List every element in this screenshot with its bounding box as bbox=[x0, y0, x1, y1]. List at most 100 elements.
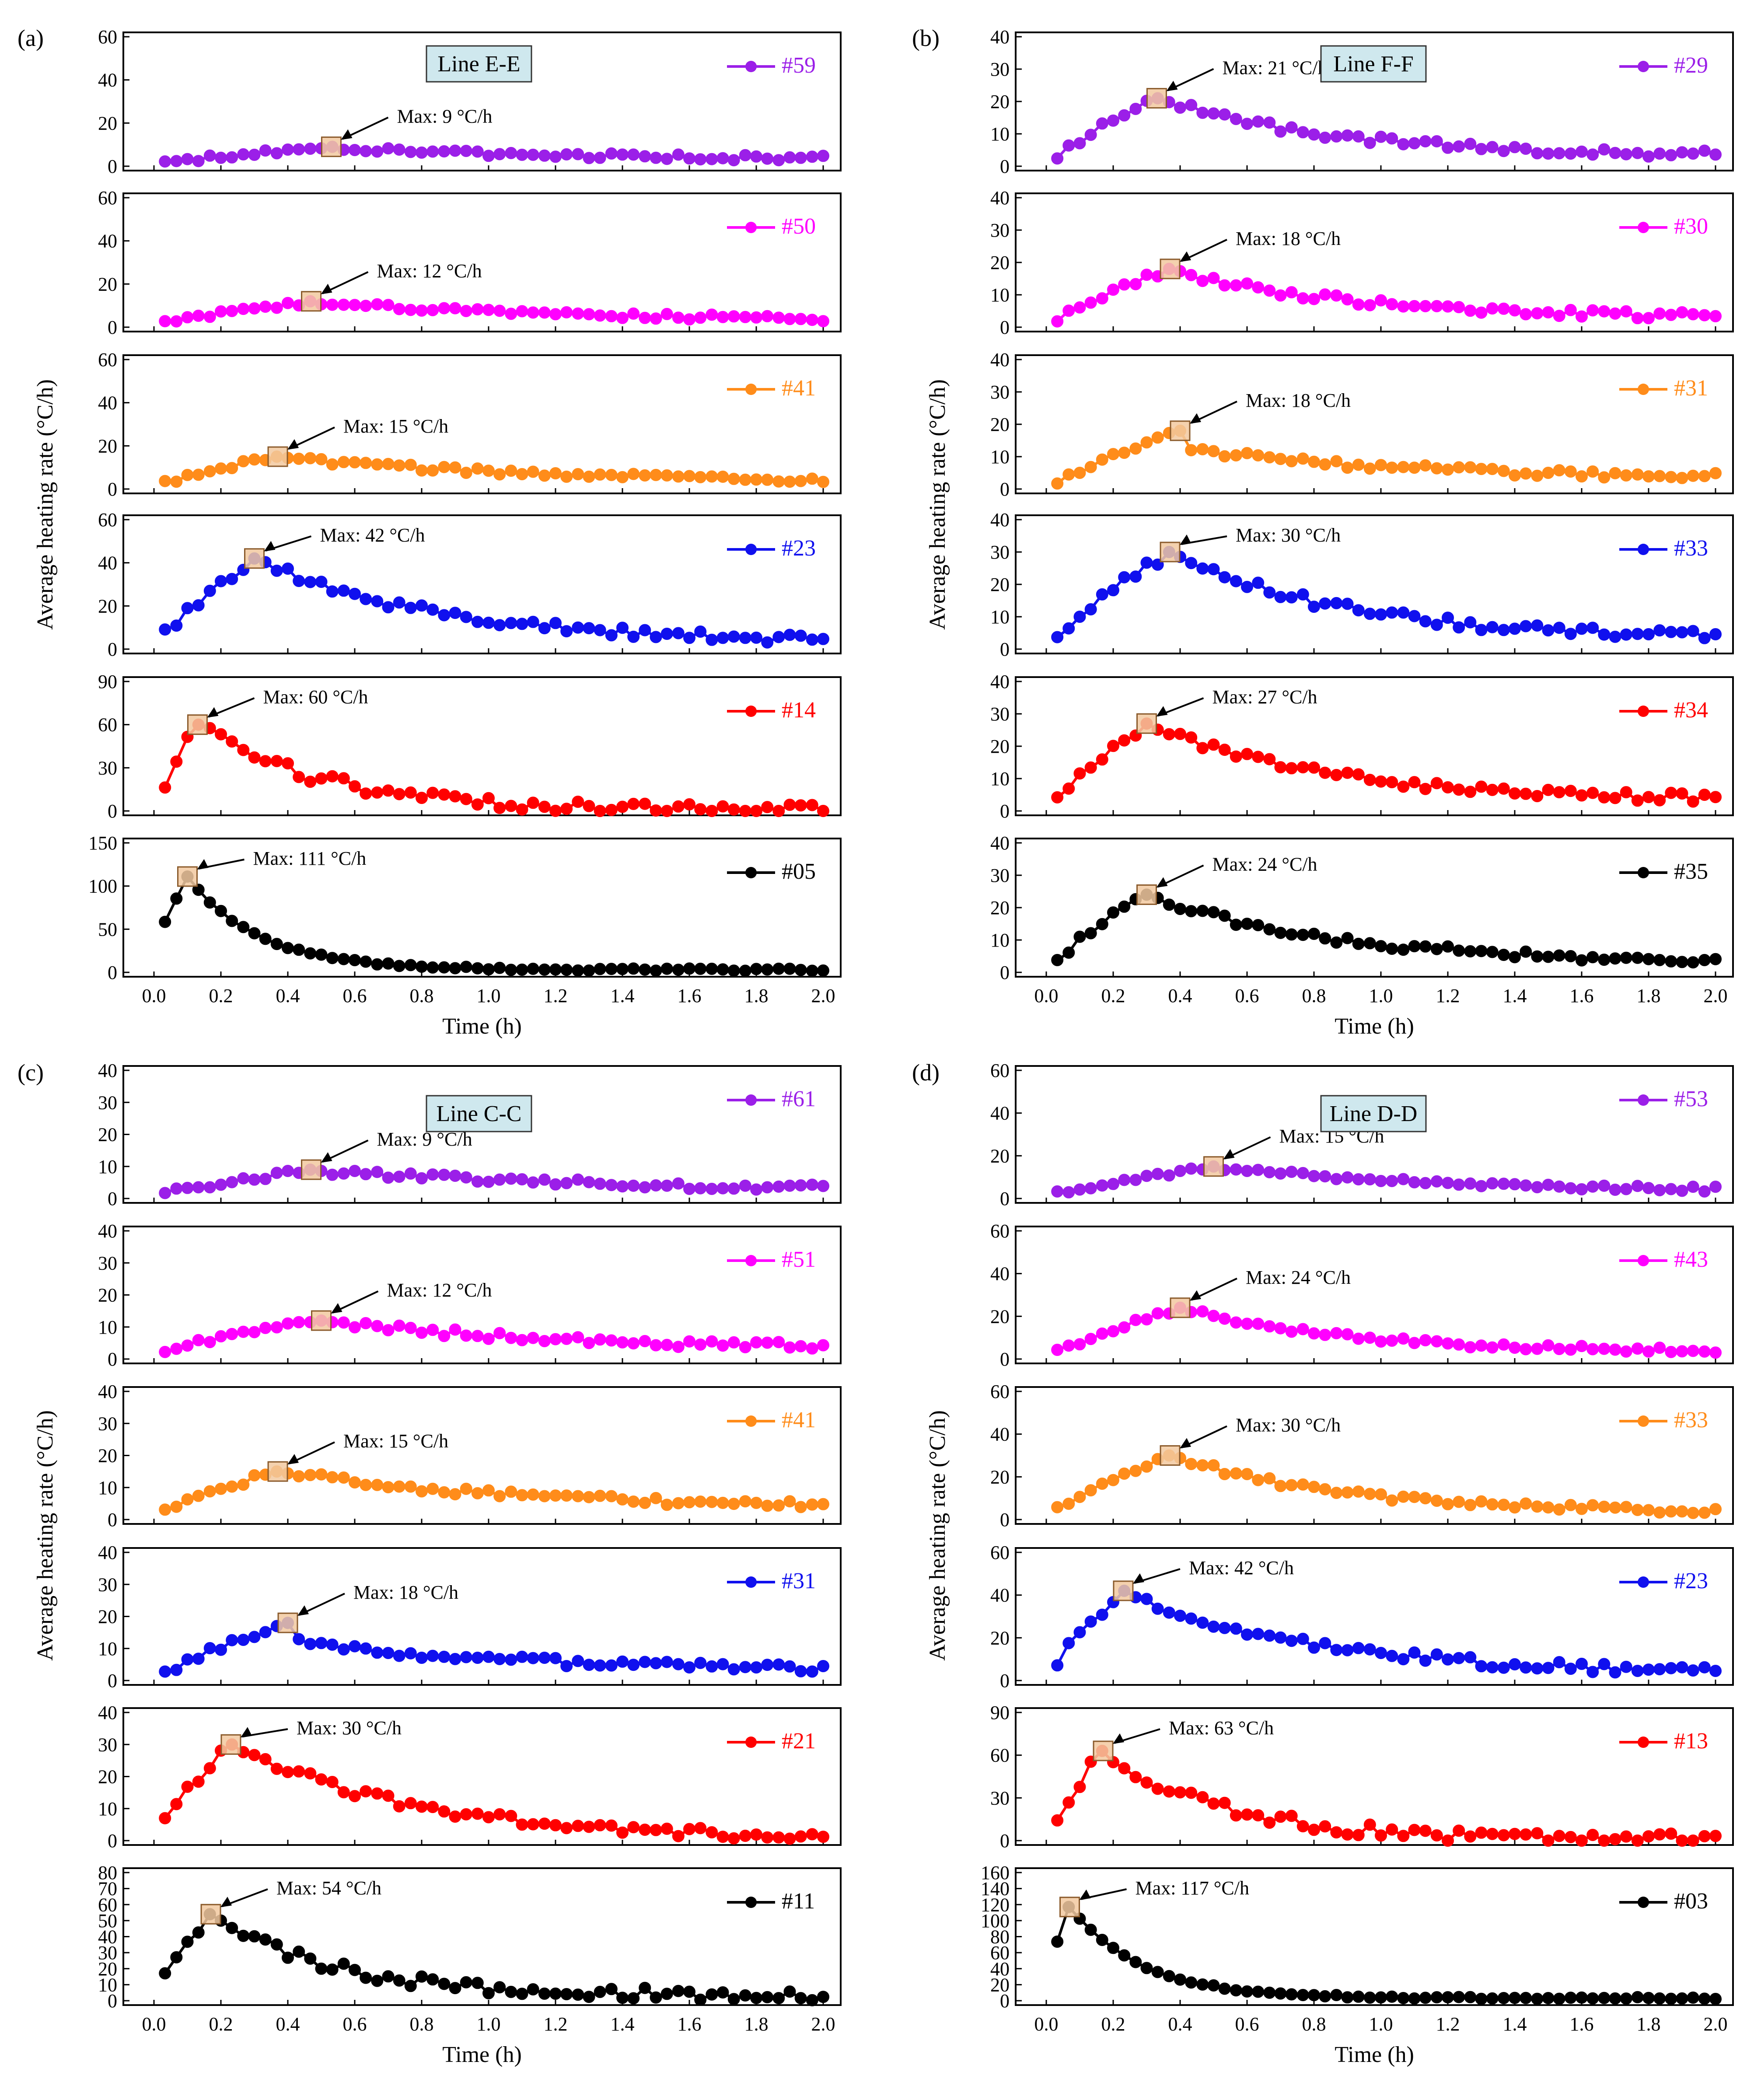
data-point bbox=[393, 596, 405, 609]
y-tick-label: 40 bbox=[98, 70, 117, 91]
data-point bbox=[1274, 1480, 1287, 1492]
legend-marker bbox=[745, 1255, 757, 1266]
data-point bbox=[1352, 1642, 1365, 1654]
data-point bbox=[538, 1490, 551, 1502]
data-point bbox=[493, 1808, 506, 1820]
data-point bbox=[1308, 1824, 1320, 1836]
max-arrow-head bbox=[331, 1303, 342, 1314]
data-point bbox=[1352, 1173, 1365, 1186]
data-point bbox=[1453, 1496, 1465, 1508]
data-point bbox=[1084, 1615, 1097, 1628]
max-arrow-head bbox=[197, 859, 209, 870]
data-point bbox=[1509, 469, 1521, 482]
data-point bbox=[1698, 632, 1711, 644]
data-point bbox=[1308, 1989, 1320, 2002]
data-point bbox=[505, 800, 517, 812]
data-point bbox=[750, 1336, 762, 1349]
y-tick-label: 40 bbox=[98, 231, 117, 252]
data-point bbox=[371, 1646, 384, 1659]
data-point bbox=[293, 575, 305, 587]
max-marker-box bbox=[1160, 259, 1181, 280]
data-point bbox=[270, 564, 283, 577]
x-axis-label: Time (h) bbox=[442, 1014, 522, 1039]
data-point bbox=[1709, 791, 1722, 804]
y-tick-label: 20 bbox=[98, 273, 117, 295]
legend-marker bbox=[745, 1576, 757, 1588]
y-tick-label: 60 bbox=[98, 26, 117, 48]
data-point bbox=[1084, 129, 1097, 141]
data-point bbox=[349, 780, 361, 793]
axes-frame bbox=[1015, 1386, 1734, 1525]
data-point bbox=[761, 963, 774, 976]
data-point bbox=[1151, 1782, 1164, 1795]
data-point bbox=[1475, 463, 1488, 475]
data-point bbox=[471, 1652, 484, 1664]
data-point bbox=[1363, 1488, 1376, 1500]
y-tick-label: 60 bbox=[990, 1220, 1010, 1242]
data-point bbox=[817, 315, 829, 328]
x-tick-label: 1.0 bbox=[1369, 985, 1393, 1006]
data-point bbox=[382, 1789, 395, 1802]
data-point bbox=[627, 962, 640, 975]
data-point bbox=[1296, 588, 1309, 601]
y-tick-label: 80 bbox=[990, 1926, 1010, 1948]
data-point bbox=[1497, 1661, 1510, 1674]
data-point bbox=[1687, 1834, 1699, 1847]
data-point bbox=[1586, 1499, 1599, 1512]
data-point bbox=[1207, 1310, 1220, 1322]
data-point bbox=[1553, 949, 1565, 962]
legend-marker bbox=[1638, 1094, 1649, 1106]
data-point bbox=[605, 1819, 618, 1832]
data-point bbox=[1296, 126, 1309, 139]
x-axis-label: Time (h) bbox=[1335, 2042, 1414, 2067]
data-point bbox=[438, 1978, 451, 1990]
max-arrow-head bbox=[1113, 1733, 1125, 1744]
data-point bbox=[1151, 431, 1164, 444]
data-point bbox=[293, 943, 305, 956]
data-point bbox=[694, 1656, 707, 1669]
max-annotation: Max: 15 °C/h bbox=[343, 1430, 448, 1452]
data-point bbox=[449, 1982, 461, 1995]
data-point bbox=[1230, 750, 1242, 763]
data-point bbox=[1564, 1499, 1577, 1511]
max-marker-box bbox=[187, 714, 208, 735]
data-point bbox=[1653, 470, 1666, 482]
data-point bbox=[639, 1335, 651, 1347]
data-point bbox=[1598, 628, 1611, 641]
data-point bbox=[1163, 1785, 1175, 1798]
data-point bbox=[639, 1656, 651, 1668]
max-marker-box bbox=[267, 446, 288, 467]
data-point bbox=[1241, 918, 1253, 930]
data-point bbox=[716, 1182, 729, 1195]
data-point bbox=[1497, 1829, 1510, 1841]
data-point bbox=[1185, 1458, 1198, 1470]
data-point bbox=[449, 1170, 461, 1182]
data-point bbox=[1687, 1181, 1699, 1193]
data-point bbox=[527, 1176, 539, 1189]
data-point bbox=[1096, 1934, 1108, 1946]
data-point bbox=[393, 143, 405, 156]
data-point bbox=[1296, 1632, 1309, 1645]
data-point bbox=[1185, 1162, 1198, 1175]
data-point bbox=[650, 1824, 662, 1836]
data-point bbox=[1274, 1810, 1287, 1823]
data-point bbox=[1698, 789, 1711, 801]
x-tick-label: 2.0 bbox=[1704, 985, 1728, 1006]
data-point bbox=[1609, 1833, 1621, 1845]
data-point bbox=[639, 311, 651, 324]
data-point bbox=[1609, 792, 1621, 804]
data-point bbox=[639, 1181, 651, 1194]
data-point bbox=[516, 305, 528, 318]
data-point bbox=[750, 631, 762, 644]
data-point bbox=[1475, 1180, 1488, 1192]
data-point bbox=[583, 308, 595, 321]
data-point bbox=[572, 1331, 584, 1344]
data-point bbox=[1698, 309, 1711, 321]
line-label: Line D-D bbox=[1330, 1101, 1418, 1126]
data-point bbox=[694, 311, 707, 324]
data-point bbox=[806, 799, 818, 811]
data-point bbox=[1642, 791, 1655, 804]
